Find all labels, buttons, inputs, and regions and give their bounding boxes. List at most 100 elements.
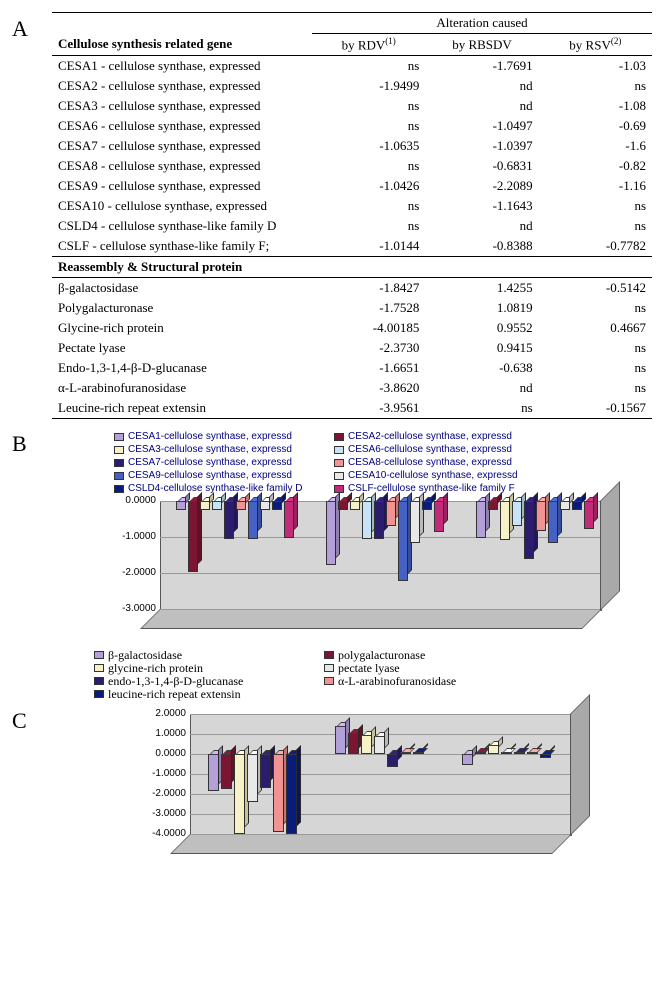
- value-cell: -1.6: [539, 136, 652, 156]
- bar: [374, 501, 384, 538]
- value-cell: -0.1567: [539, 398, 652, 419]
- gene-cell: CESA2 - cellulose synthase, expressed: [52, 76, 312, 96]
- value-cell: -4.00185: [312, 318, 425, 338]
- value-cell: ns: [312, 156, 425, 176]
- bar: [200, 501, 210, 510]
- value-cell: ns: [312, 196, 425, 216]
- table-header-gene: Cellulose synthesis related gene: [52, 34, 312, 56]
- value-cell: -1.0397: [425, 136, 538, 156]
- bar: [422, 501, 432, 510]
- legend-label: glycine-rich protein: [108, 662, 203, 674]
- panel-b: B CESA1-cellulose synthase, expressdCESA…: [14, 431, 657, 700]
- value-cell: -1.03: [539, 56, 652, 77]
- value-cell: ns: [425, 398, 538, 419]
- value-cell: -2.3730: [312, 338, 425, 358]
- bar: [326, 501, 336, 565]
- value-cell: -1.0497: [425, 116, 538, 136]
- legend-label: CESA7-cellulose synthase, expressd: [128, 457, 292, 469]
- gene-cell: CESA7 - cellulose synthase, expressed: [52, 136, 312, 156]
- y-tick-label: -2.0000: [122, 567, 156, 578]
- bar: [273, 754, 284, 831]
- panel-c: C 2.00001.00000.0000-1.0000-2.0000-3.000…: [14, 714, 657, 860]
- gene-cell: CESA9 - cellulose synthase, expressed: [52, 176, 312, 196]
- table-row: CESA3 - cellulose synthase, expressednsn…: [52, 96, 652, 116]
- table-row: Pectate lyase-2.37300.9415ns: [52, 338, 652, 358]
- legend-swatch: [324, 651, 334, 659]
- value-cell: nd: [425, 76, 538, 96]
- chart-c: 2.00001.00000.0000-1.0000-2.0000-3.0000-…: [144, 714, 657, 860]
- bar: [338, 501, 348, 510]
- legend-label: endo-1,3-1,4-β-D-glucanase: [108, 675, 243, 687]
- value-cell: 0.4667: [539, 318, 652, 338]
- bar: [176, 501, 186, 510]
- gene-cell: Endo-1,3-1,4-β-D-glucanase: [52, 358, 312, 378]
- table-row: CESA7 - cellulose synthase, expressed-1.…: [52, 136, 652, 156]
- legend-swatch: [334, 446, 344, 454]
- bar: [260, 501, 270, 510]
- legend-swatch: [114, 433, 124, 441]
- table-row: CSLF - cellulose synthase-like family F;…: [52, 236, 652, 257]
- gene-cell: CESA6 - cellulose synthase, expressed: [52, 116, 312, 136]
- legend-swatch: [114, 485, 124, 493]
- bar: [362, 501, 372, 539]
- table-row: Glycine-rich protein-4.001850.95520.4667: [52, 318, 652, 338]
- legend-swatch: [324, 677, 334, 685]
- legend-swatch: [114, 446, 124, 454]
- value-cell: -1.7528: [312, 298, 425, 318]
- y-tick-label: 0.0000: [125, 495, 156, 506]
- legend-swatch: [94, 690, 104, 698]
- table-row: CESA2 - cellulose synthase, expressed-1.…: [52, 76, 652, 96]
- legend-swatch: [114, 472, 124, 480]
- gene-cell: Glycine-rich protein: [52, 318, 312, 338]
- bar: [386, 501, 396, 525]
- bar: [475, 752, 486, 754]
- y-tick-label: 2.0000: [155, 708, 186, 719]
- panel-b-label: B: [12, 431, 27, 457]
- chart-c-legend: β-galactosidasepolygalacturonaseglycine-…: [94, 649, 657, 700]
- value-cell: 1.4255: [425, 278, 538, 299]
- y-tick-label: -3.0000: [122, 603, 156, 614]
- bar: [248, 501, 258, 538]
- gene-cell: CESA8 - cellulose synthase, expressed: [52, 156, 312, 176]
- value-cell: -3.9561: [312, 398, 425, 419]
- gene-cell: CESA1 - cellulose synthase, expressed: [52, 56, 312, 77]
- legend-item: CESA2-cellulose synthase, expressd: [334, 431, 564, 443]
- table-row: α-L-arabinofuranosidase-3.8620ndns: [52, 378, 652, 398]
- bar: [540, 754, 551, 757]
- bar: [524, 501, 534, 559]
- legend-item: pectate lyase: [324, 662, 524, 674]
- gene-cell: CESA10 - cellulose synthase, expressed: [52, 196, 312, 216]
- bar: [374, 736, 385, 755]
- value-cell: -1.0144: [312, 236, 425, 257]
- bar: [224, 501, 234, 539]
- table-row: Leucine-rich repeat extensin-3.9561ns-0.…: [52, 398, 652, 419]
- bar: [488, 745, 499, 754]
- legend-label: CESA6-cellulose synthase, expressd: [348, 444, 512, 456]
- value-cell: -0.69: [539, 116, 652, 136]
- legend-item: CESA7-cellulose synthase, expressd: [114, 457, 334, 469]
- value-cell: -1.1643: [425, 196, 538, 216]
- value-cell: ns: [539, 76, 652, 96]
- legend-label: CESA8-cellulose synthase, expressd: [348, 457, 512, 469]
- y-tick-label: -4.0000: [152, 828, 186, 839]
- legend-label: CESA2-cellulose synthase, expressd: [348, 431, 512, 443]
- value-cell: -1.0635: [312, 136, 425, 156]
- legend-item: leucine-rich repeat extensin: [94, 688, 324, 700]
- legend-swatch: [334, 433, 344, 441]
- gene-cell: Pectate lyase: [52, 338, 312, 358]
- value-cell: -0.5142: [539, 278, 652, 299]
- value-cell: ns: [312, 216, 425, 236]
- value-cell: 0.9552: [425, 318, 538, 338]
- value-cell: ns: [539, 298, 652, 318]
- y-tick-label: 1.0000: [155, 728, 186, 739]
- table-row: CESA6 - cellulose synthase, expressedns-…: [52, 116, 652, 136]
- legend-swatch: [114, 459, 124, 467]
- bar: [234, 754, 245, 834]
- value-cell: 1.0819: [425, 298, 538, 318]
- panel-a-label: A: [12, 16, 28, 42]
- legend-label: leucine-rich repeat extensin: [108, 688, 241, 700]
- value-cell: -1.08: [539, 96, 652, 116]
- bar: [284, 501, 294, 537]
- gene-cell: CSLD4 - cellulose synthase-like family D: [52, 216, 312, 236]
- bar: [413, 752, 424, 754]
